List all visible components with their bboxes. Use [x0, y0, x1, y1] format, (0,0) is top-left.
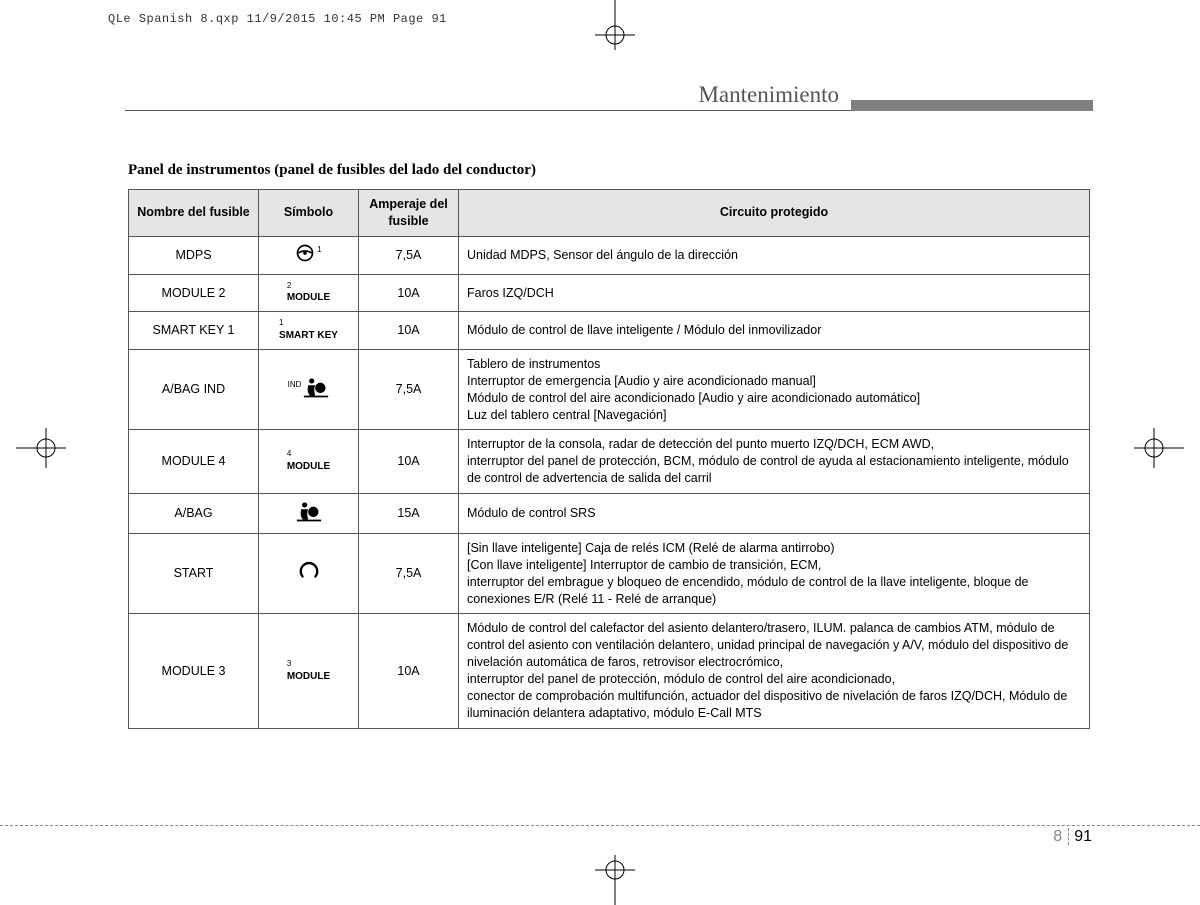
table-title: Panel de instrumentos (panel de fusibles…	[128, 162, 1090, 179]
col-fuse-name: Nombre del fusible	[129, 190, 259, 237]
col-amperage: Amperaje del fusible	[359, 190, 459, 237]
fuse-symbol: 1	[259, 236, 359, 274]
fuse-amperage: 10A	[359, 430, 459, 494]
fuse-amperage: 7,5A	[359, 533, 459, 614]
page-no: 91	[1074, 828, 1092, 845]
crop-mark-bottom	[595, 855, 635, 905]
fuse-symbol: 4MODULE	[259, 430, 359, 494]
table-row: MDPS17,5AUnidad MDPS, Sensor del ángulo …	[129, 236, 1090, 274]
table-row: MODULE 44MODULE10AInterruptor de la cons…	[129, 430, 1090, 494]
fuse-circuit: Faros IZQ/DCH	[459, 274, 1090, 312]
fuse-amperage: 7,5A	[359, 349, 459, 430]
fuse-symbol: 1SMART KEY	[259, 312, 359, 350]
fuse-symbol: IND	[259, 349, 359, 430]
fuse-circuit: Módulo de control SRS	[459, 494, 1090, 534]
table-row: START 7,5A[Sin llave inteligente] Caja de…	[129, 533, 1090, 614]
fuse-name: A/BAG IND	[129, 349, 259, 430]
col-symbol: Símbolo	[259, 190, 359, 237]
fuse-symbol: 3MODULE	[259, 614, 359, 728]
table-row: MODULE 33MODULE10AMódulo de control del …	[129, 614, 1090, 728]
section-header: Mantenimiento	[125, 82, 1093, 111]
fuse-name: START	[129, 533, 259, 614]
section-title: Mantenimiento	[698, 82, 839, 108]
table-row: A/BAG INDIND7,5ATablero de instrumentosI…	[129, 349, 1090, 430]
crop-mark-left	[16, 428, 66, 468]
content-area: Panel de instrumentos (panel de fusibles…	[128, 162, 1090, 729]
accent-bar	[851, 100, 1093, 111]
fuse-amperage: 10A	[359, 274, 459, 312]
fuse-name: SMART KEY 1	[129, 312, 259, 350]
fuse-name: MODULE 4	[129, 430, 259, 494]
fuse-amperage: 10A	[359, 312, 459, 350]
fuse-name: A/BAG	[129, 494, 259, 534]
fuse-circuit: Interruptor de la consola, radar de dete…	[459, 430, 1090, 494]
page-section: 8	[1053, 828, 1069, 845]
fuse-circuit: Módulo de control del calefactor del asi…	[459, 614, 1090, 728]
fuse-symbol	[259, 533, 359, 614]
fuse-amperage: 10A	[359, 614, 459, 728]
fuse-circuit: Unidad MDPS, Sensor del ángulo de la dir…	[459, 236, 1090, 274]
fuse-name: MODULE 2	[129, 274, 259, 312]
fuse-name: MDPS	[129, 236, 259, 274]
table-row: A/BAG 15AMódulo de control SRS	[129, 494, 1090, 534]
table-row: MODULE 22MODULE10AFaros IZQ/DCH	[129, 274, 1090, 312]
fuse-name: MODULE 3	[129, 614, 259, 728]
fuse-amperage: 15A	[359, 494, 459, 534]
footer-cut-line	[0, 825, 1200, 826]
fuse-table: Nombre del fusible Símbolo Amperaje del …	[128, 189, 1090, 729]
page-number: 8 91	[1053, 828, 1092, 846]
fuse-circuit: Tablero de instrumentosInterruptor de em…	[459, 349, 1090, 430]
print-slug: QLe Spanish 8.qxp 11/9/2015 10:45 PM Pag…	[108, 12, 447, 26]
fuse-circuit: Módulo de control de llave inteligente /…	[459, 312, 1090, 350]
fuse-symbol: 2MODULE	[259, 274, 359, 312]
table-row: SMART KEY 11SMART KEY10AMódulo de contro…	[129, 312, 1090, 350]
crop-mark-top	[595, 0, 635, 50]
col-circuit: Circuito protegido	[459, 190, 1090, 237]
crop-mark-right	[1134, 428, 1184, 468]
fuse-circuit: [Sin llave inteligente] Caja de relés IC…	[459, 533, 1090, 614]
fuse-amperage: 7,5A	[359, 236, 459, 274]
fuse-symbol	[259, 494, 359, 534]
